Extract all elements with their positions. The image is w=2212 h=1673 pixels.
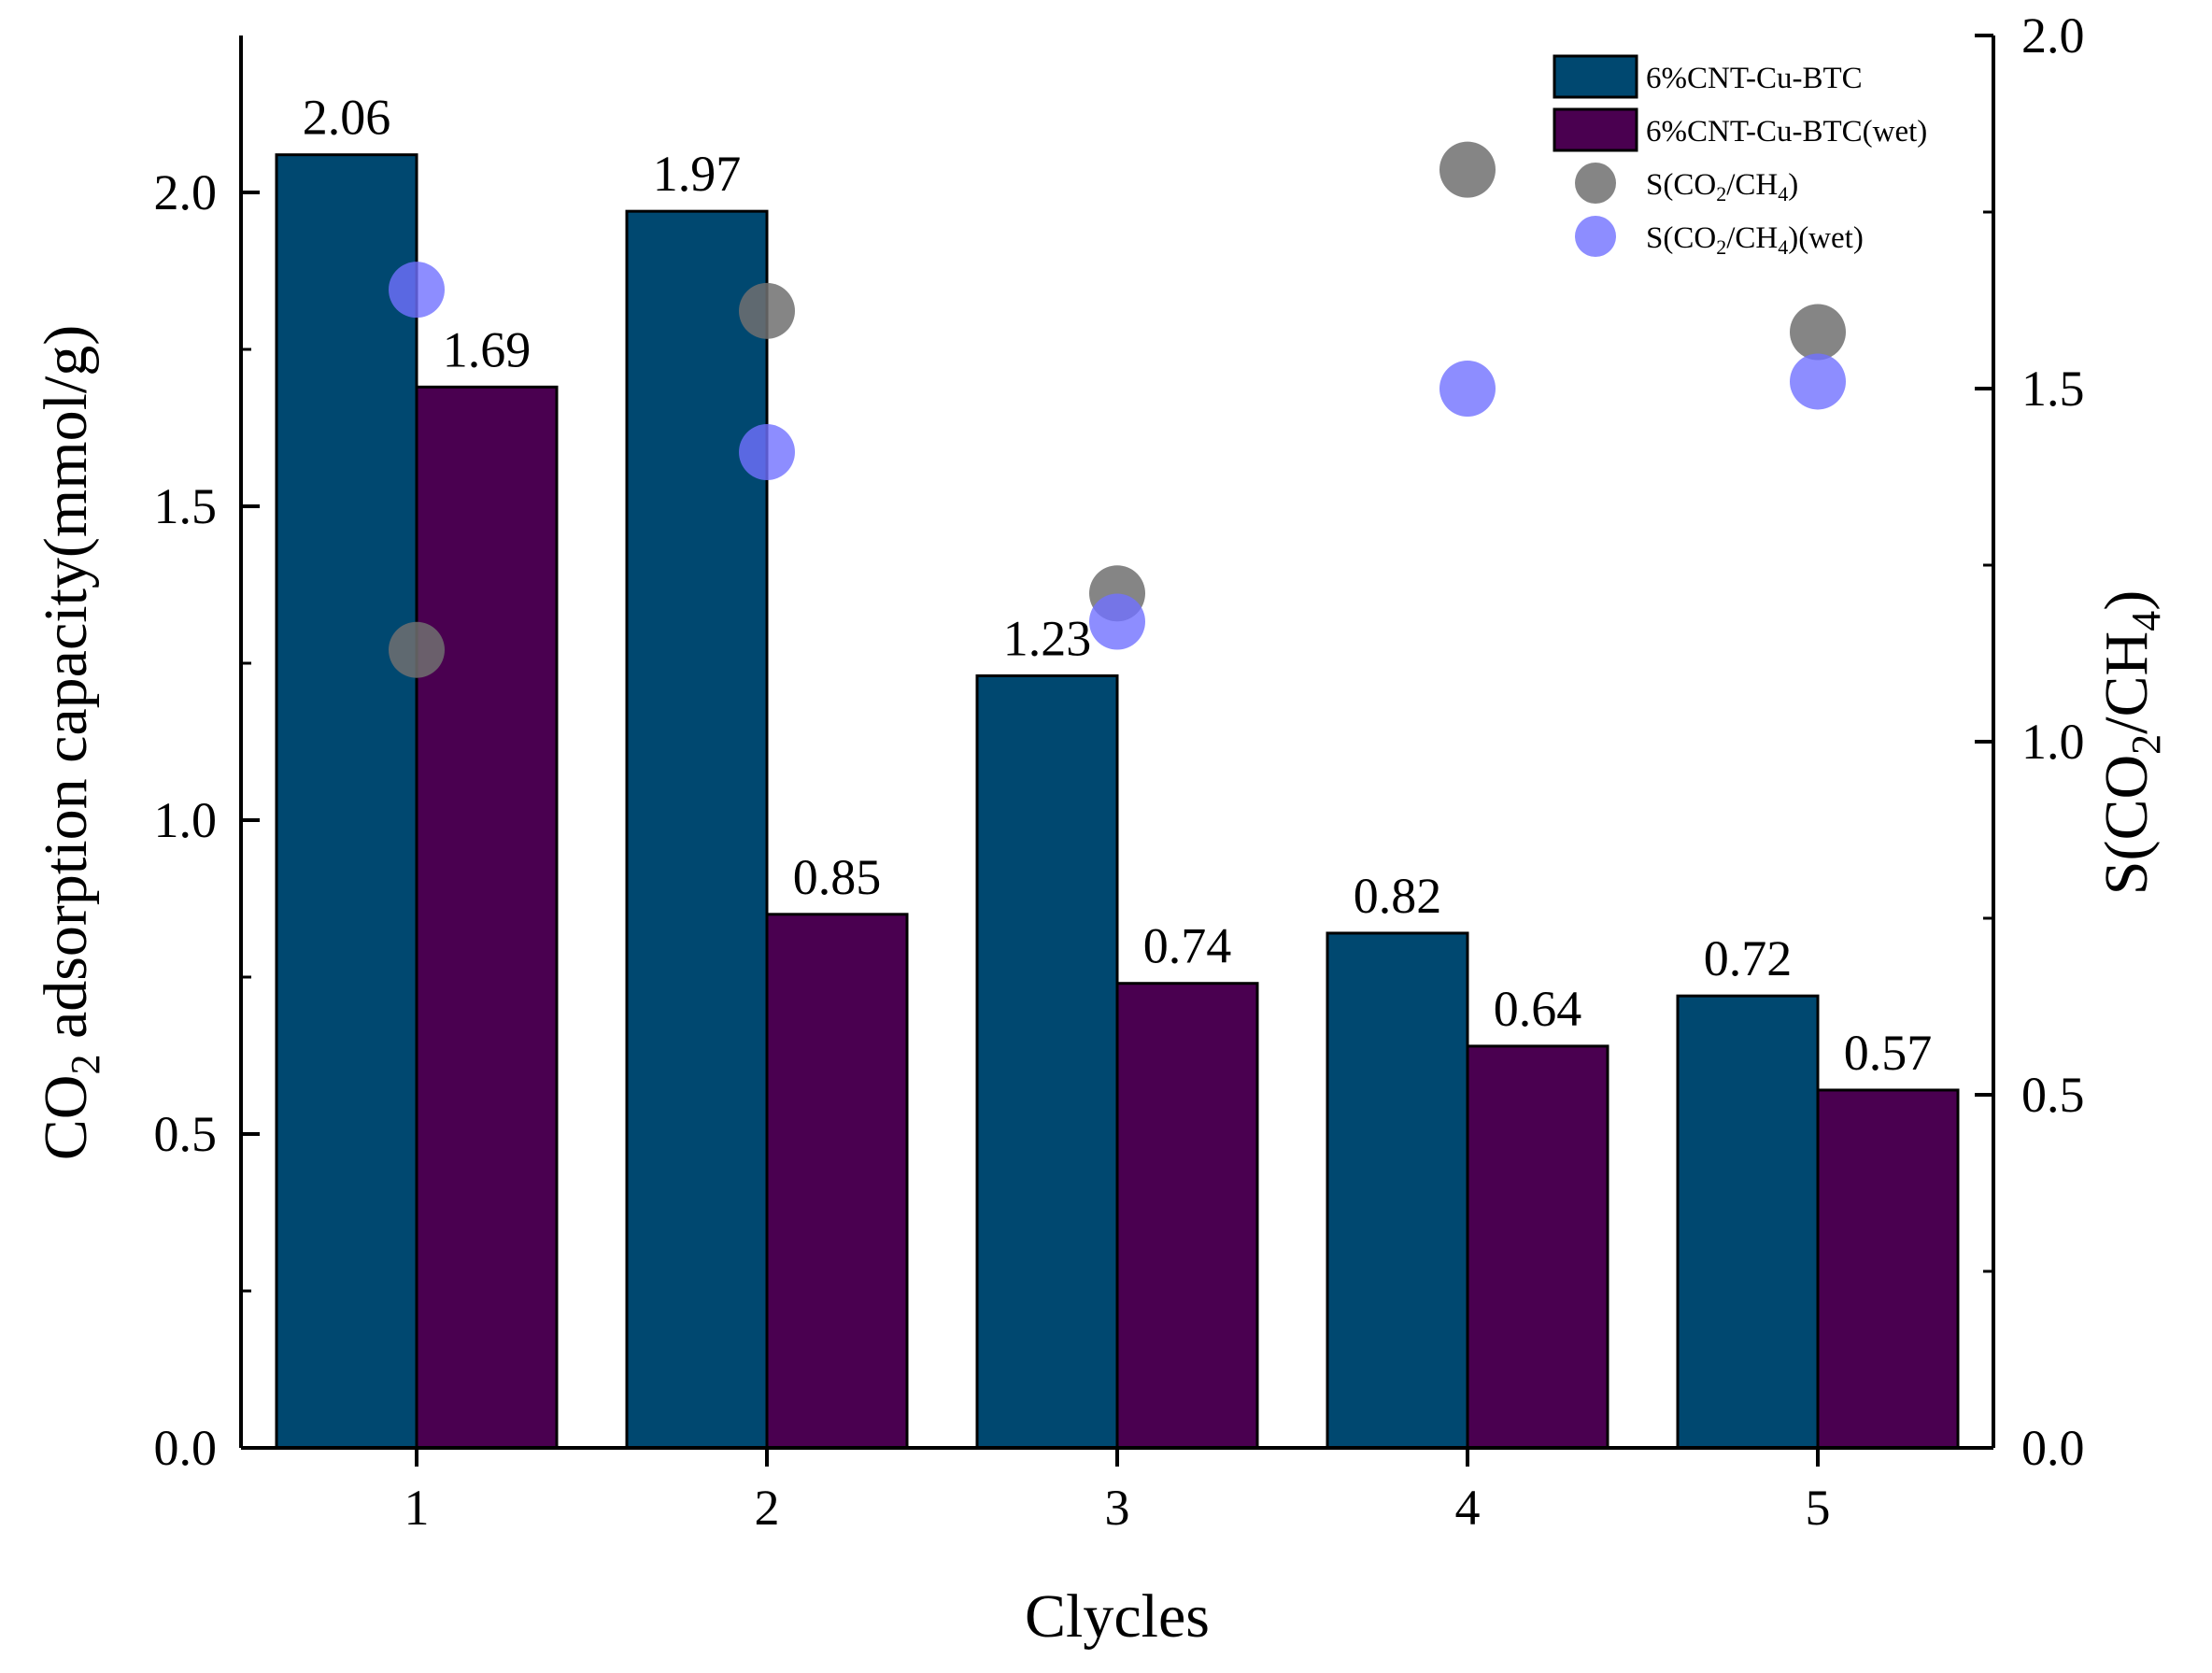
y-left-tick-label: 0.0 [154,1420,218,1476]
y-left-tick-label: 1.5 [154,478,218,534]
x-tick-label-cycle-2: 2 [755,1480,780,1536]
y-axis-right-title-part: /CH [2092,631,2161,734]
y-right-tick-label: 1.0 [2021,714,2085,770]
point-selectivity-cycle-1 [389,621,445,678]
data-label-dry-cycle-5: 0.72 [1704,930,1793,986]
legend: 6%CNT-Cu-BTC6%CNT-Cu-BTC(wet)S(CO2/CH4)S… [1553,54,1927,259]
data-label-dry-cycle-4: 0.82 [1354,868,1442,924]
data-label-wet-cycle-3: 0.74 [1143,918,1232,974]
bar-wet-cycle-4 [1466,1044,1609,1450]
legend-label-part: /CH [1726,221,1778,255]
data-label-wet-cycle-4: 0.64 [1494,981,1582,1037]
legend-label-wet: 6%CNT-Cu-BTC(wet) [1646,115,1927,149]
point-selectivity-wet-cycle-5 [1790,353,1846,410]
y-axis-right-title-sub: 2 [2123,734,2169,755]
bar-wet-cycle-1 [415,385,559,1450]
point-selectivity-wet-cycle-1 [389,262,445,319]
data-label-wet-cycle-1: 1.69 [443,321,532,377]
x-tick-label-cycle-5: 5 [1806,1480,1831,1536]
bar-wet-cycle-2 [765,913,909,1450]
y-left-tick-label: 2.0 [154,164,218,220]
y-axis-left-title-part: adsorption capacity(mmol/g) [32,325,100,1055]
data-label-layer: 2.06 1.97 1.23 0.82 0.72 1.69 0.85 0.74 0.64 0.57 [303,90,1933,1081]
bar-dry-cycle-2 [625,209,769,1450]
bar-wet-cycle-3 [1115,982,1259,1450]
bar-wet-cycle-5 [1816,1088,1960,1450]
bar-dry-cycle-4 [1326,931,1469,1450]
data-label-wet-cycle-5: 0.57 [1844,1025,1933,1081]
legend-label-part: ) [1788,168,1798,202]
bar-dry-cycle-5 [1676,994,1820,1450]
point-selectivity-cycle-5 [1790,304,1846,361]
y-left-tick-label: 0.5 [154,1106,218,1162]
legend-label-part: S(CO [1646,221,1716,255]
legend-marker-selectivity [1575,163,1616,204]
point-selectivity-cycle-2 [739,282,795,339]
y-axis-right-title-sub: 4 [2123,611,2169,631]
y-axis-right-title-part: ) [2092,590,2161,611]
y-axis-left-title: CO2 adsorption capacity(mmol/g) [32,325,108,1160]
legend-label-selectivity-wet: S(CO2/CH4)(wet) [1646,221,1864,259]
point-selectivity-cycle-4 [1439,141,1496,198]
axes-layer: 0.0 0.5 1.0 1.5 2.0 0.0 0.5 1.0 1.5 2.0 1 2 3 4 5 [154,7,2085,1536]
legend-label-sub: 4 [1778,182,1788,206]
x-tick-label-cycle-1: 1 [404,1480,430,1536]
y-axis-right-title: S(CO2/CH4) [2092,590,2169,895]
y-right-tick-label: 0.0 [2021,1420,2085,1476]
y-right-tick-label: 0.5 [2021,1067,2085,1123]
point-selectivity-wet-cycle-4 [1439,361,1496,417]
legend-swatch-dry [1553,54,1638,99]
bar-layer [275,153,1960,1450]
y-right-tick-label: 1.5 [2021,361,2085,417]
x-axis-title: Clycles [1025,1582,1210,1651]
legend-swatch-wet [1553,107,1638,152]
data-label-dry-cycle-3: 1.23 [1003,610,1092,666]
data-label-dry-cycle-1: 2.06 [303,90,391,146]
legend-label-part: S(CO [1646,168,1716,202]
point-selectivity-wet-cycle-2 [739,424,795,481]
y-axis-left-title-part: CO [32,1075,100,1161]
legend-label-dry: 6%CNT-Cu-BTC [1646,62,1863,95]
bar-dry-cycle-3 [975,673,1119,1450]
legend-label-sub: 2 [1716,182,1726,206]
legend-label-part: /CH [1726,168,1778,202]
data-label-wet-cycle-2: 0.85 [793,849,882,905]
scatter-layer [389,141,1846,678]
x-tick-label-cycle-3: 3 [1105,1480,1130,1536]
legend-label-sub: 2 [1716,235,1726,259]
legend-label-selectivity: S(CO2/CH4) [1646,168,1798,206]
bar-dry-cycle-1 [275,153,418,1450]
y-right-tick-label: 2.0 [2021,7,2085,64]
y-axis-left-title-sub: 2 [63,1055,108,1075]
point-selectivity-wet-cycle-3 [1089,593,1145,650]
y-left-tick-label: 1.0 [154,792,218,848]
y-axis-right-title-part: S(CO [2092,755,2161,895]
x-tick-label-cycle-4: 4 [1455,1480,1481,1536]
legend-marker-selectivity-wet [1575,216,1616,257]
legend-label-part: )(wet) [1788,221,1864,255]
data-label-dry-cycle-2: 1.97 [653,146,742,202]
legend-label-sub: 4 [1778,235,1788,259]
